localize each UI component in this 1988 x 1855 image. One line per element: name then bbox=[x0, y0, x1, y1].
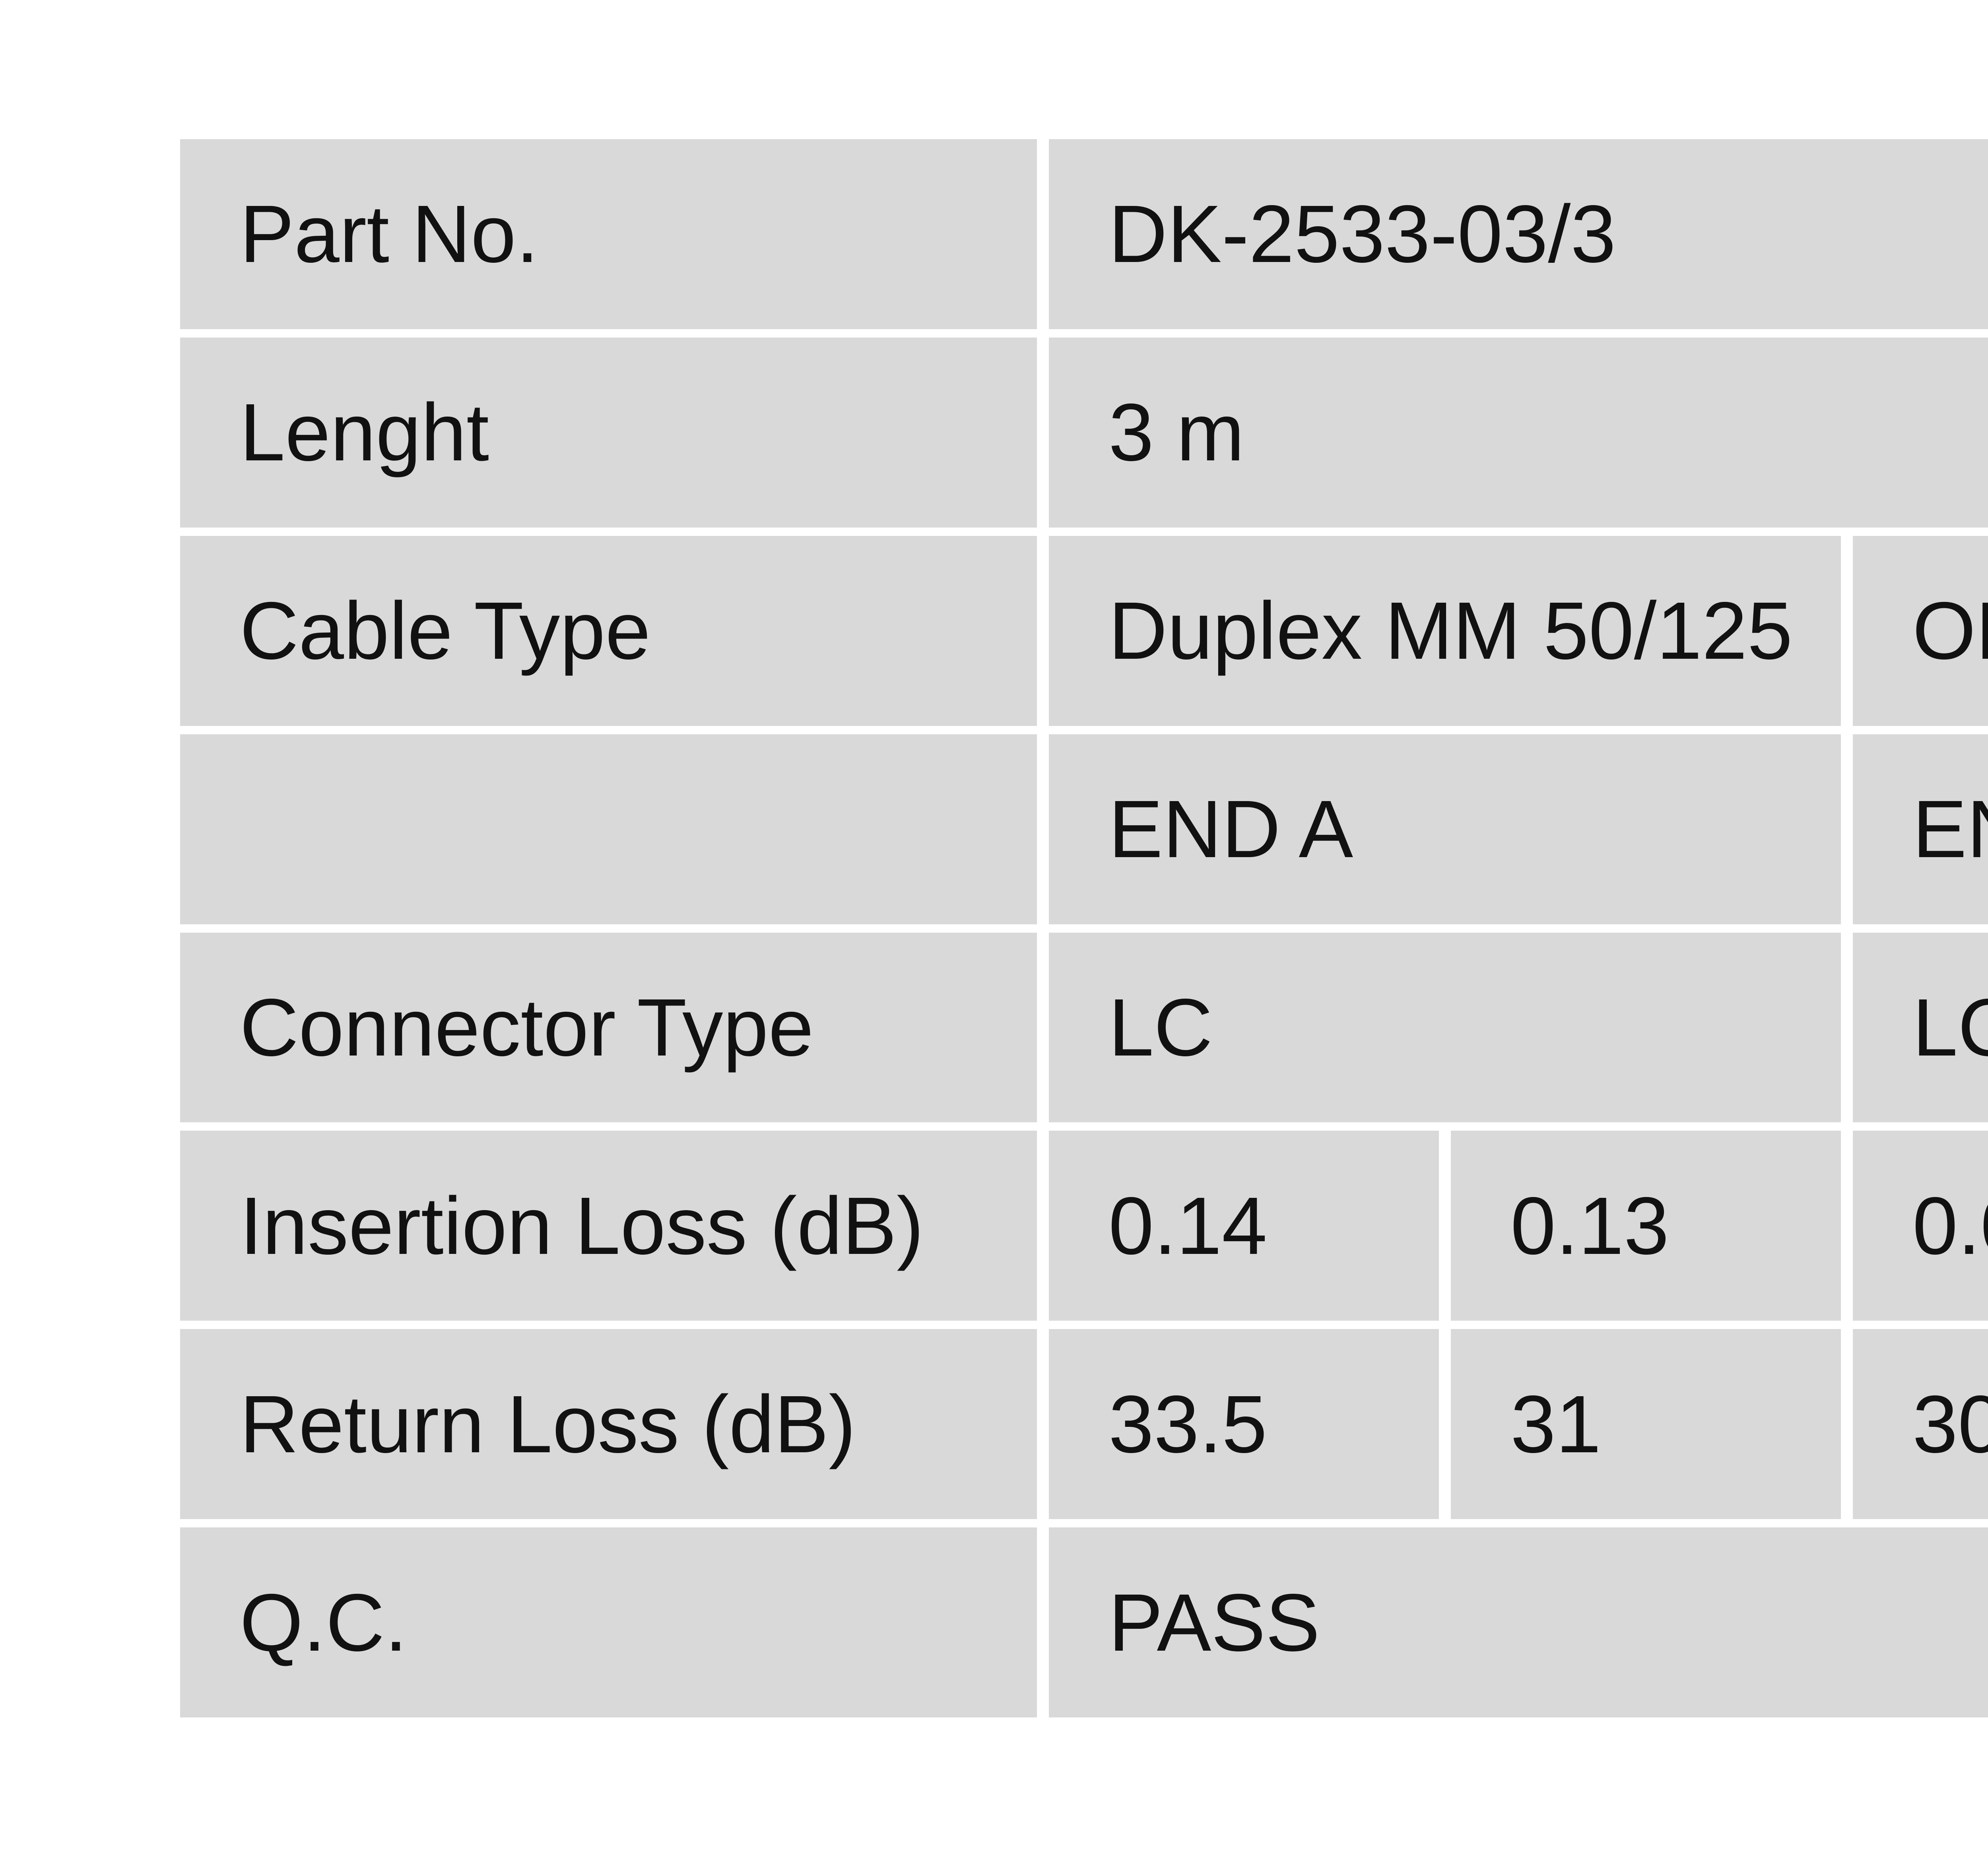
insertion-loss-end-a-1: 0.14 bbox=[1049, 1131, 1439, 1321]
insertion-loss-end-b-1: 0.05 bbox=[1853, 1131, 1988, 1321]
qc-value: PASS bbox=[1049, 1527, 1988, 1717]
end-b-header: END B bbox=[1853, 734, 1988, 924]
return-loss-end-b-1: 30.6 bbox=[1853, 1329, 1988, 1519]
length-value: 3 m bbox=[1049, 337, 1988, 528]
spec-table: Part No. DK-2533-03/3 Lenght 3 m Cable T… bbox=[180, 139, 1988, 1717]
end-a-header: END A bbox=[1049, 734, 1841, 924]
return-loss-end-a-1: 33.5 bbox=[1049, 1329, 1439, 1519]
return-loss-label: Return Loss (dB) bbox=[180, 1329, 1037, 1519]
insertion-loss-label: Insertion Loss (dB) bbox=[180, 1131, 1037, 1321]
qc-label: Q.C. bbox=[180, 1527, 1037, 1717]
connector-type-value-a: LC bbox=[1049, 932, 1841, 1123]
part-no-value: DK-2533-03/3 bbox=[1049, 139, 1988, 329]
connector-type-value-b: LC bbox=[1853, 932, 1988, 1123]
insertion-loss-end-a-2: 0.13 bbox=[1451, 1131, 1841, 1321]
length-label: Lenght bbox=[180, 337, 1037, 528]
cable-type-label: Cable Type bbox=[180, 536, 1037, 726]
part-no-label: Part No. bbox=[180, 139, 1037, 329]
cable-type-value-b: OM3 LSZH bbox=[1853, 536, 1988, 726]
cable-type-value-a: Duplex MM 50/125 bbox=[1049, 536, 1841, 726]
connector-type-label: Connector Type bbox=[180, 932, 1037, 1123]
empty-spacer-cell bbox=[180, 734, 1037, 924]
return-loss-end-a-2: 31 bbox=[1451, 1329, 1841, 1519]
